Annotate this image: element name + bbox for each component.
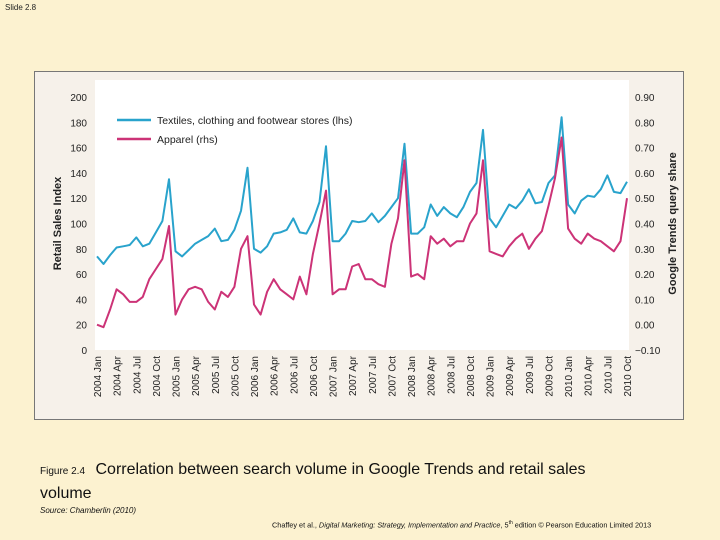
- credit-title: Digital Marketing: Strategy, Implementat…: [318, 520, 501, 530]
- y-left-tick-label: 0: [81, 346, 87, 357]
- credit-author: Chaffey et al.,: [272, 520, 317, 530]
- x-tick-label: 2006 Apr: [270, 355, 281, 396]
- y-left-tick-label: 200: [70, 93, 87, 104]
- x-tick-label: 2006 Oct: [309, 356, 320, 397]
- y-left-tick-label: 20: [76, 321, 88, 332]
- x-tick-label: 2009 Jan: [486, 356, 497, 397]
- y-left-tick-label: 40: [76, 295, 88, 306]
- y-right-tick-label: 0.40: [635, 220, 655, 231]
- x-tick-label: 2008 Jul: [446, 356, 457, 394]
- x-tick-label: 2005 Jul: [211, 356, 222, 394]
- x-tick-label: 2010 Oct: [623, 356, 634, 397]
- x-tick-label: 2008 Apr: [427, 355, 438, 396]
- figure-label: Figure 2.4: [40, 466, 86, 477]
- legend-label: Textiles, clothing and footwear stores (…: [157, 115, 353, 127]
- y-right-tick-label: 0.00: [635, 321, 655, 332]
- y-right-axis-label: Google Trends query share: [667, 152, 679, 294]
- x-tick-label: 2006 Jan: [250, 356, 261, 397]
- plot-area: [95, 80, 629, 350]
- x-tick-label: 2007 Oct: [387, 356, 398, 397]
- credit-edition-num: , 5: [500, 520, 509, 530]
- y-left-tick-label: 80: [76, 245, 88, 256]
- y-right-tick-label: 0.20: [635, 270, 655, 281]
- y-right-tick-label: 0.90: [635, 93, 655, 104]
- x-tick-label: 2004 Jul: [132, 356, 143, 394]
- slide-number: Slide 2.8: [5, 3, 37, 12]
- y-right-tick-label: 0.10: [635, 295, 655, 306]
- y-left-tick-label: 180: [70, 118, 87, 129]
- chart: 0 20 40 60 80 100 120 140 160 180 200 −0.10 0.00 0.10…: [52, 80, 679, 397]
- x-tick-label: 2007 Jul: [368, 356, 379, 394]
- figure-caption: Figure 2.4 Correlation between search vo…: [40, 459, 640, 505]
- x-tick-label: 2008 Oct: [466, 356, 477, 397]
- x-tick-label: 2010 Jan: [564, 356, 575, 397]
- y-right-tick-label: 0.50: [635, 194, 655, 205]
- y-left-tick-label: 120: [70, 194, 87, 205]
- figure-frame: 0 20 40 60 80 100 120 140 160 180 200 −0.10 0.00 0.10…: [34, 71, 684, 420]
- x-tick-label: 2004 Apr: [113, 355, 124, 396]
- y-left-tick-label: 140: [70, 169, 87, 180]
- y-left-tick-label: 100: [70, 220, 87, 231]
- x-tick-label: 2010 Apr: [584, 355, 595, 396]
- y-right-tick-label: 0.80: [635, 118, 655, 129]
- y-left-axis-label: Retail Sales Index: [52, 176, 64, 270]
- x-tick-label: 2007 Apr: [348, 355, 359, 396]
- x-tick-label: 2007 Jan: [329, 356, 340, 397]
- legend-label: Apparel (rhs): [157, 134, 218, 146]
- x-tick-label: 2004 Jan: [93, 356, 104, 397]
- figure-source: Source: Chamberlin (2010): [40, 506, 137, 515]
- x-tick-label: 2005 Jan: [172, 356, 183, 397]
- figure-caption-text: Correlation between search volume in Goo…: [40, 461, 586, 502]
- x-tick-label: 2009 Apr: [505, 355, 516, 396]
- series-line-textiles: [96, 116, 628, 265]
- x-tick-label: 2005 Apr: [191, 355, 202, 396]
- credit-rest: edition © Pearson Education Limited 2013: [512, 520, 652, 530]
- y-right-tick-label: 0.70: [635, 144, 655, 155]
- credit-edition-sup: th: [508, 520, 513, 526]
- y-left-tick-label: 60: [76, 270, 88, 281]
- x-tick-label: 2009 Jul: [525, 356, 536, 394]
- x-tick-label: 2004 Oct: [152, 356, 163, 397]
- y-right-tick-label: −0.10: [635, 346, 661, 357]
- x-tick-label: 2010 Jul: [603, 356, 614, 394]
- x-tick-label: 2009 Oct: [544, 356, 555, 397]
- x-tick-label: 2005 Oct: [230, 356, 241, 397]
- x-tick-label: 2006 Jul: [289, 356, 300, 394]
- series-line-apparel: [96, 136, 628, 329]
- x-tick-label: 2008 Jan: [407, 356, 418, 397]
- y-left-tick-label: 160: [70, 144, 87, 155]
- y-right-tick-label: 0.60: [635, 169, 655, 180]
- y-right-tick-label: 0.30: [635, 245, 655, 256]
- book-credit: Chaffey et al., Digital Marketing: Strat…: [272, 520, 651, 529]
